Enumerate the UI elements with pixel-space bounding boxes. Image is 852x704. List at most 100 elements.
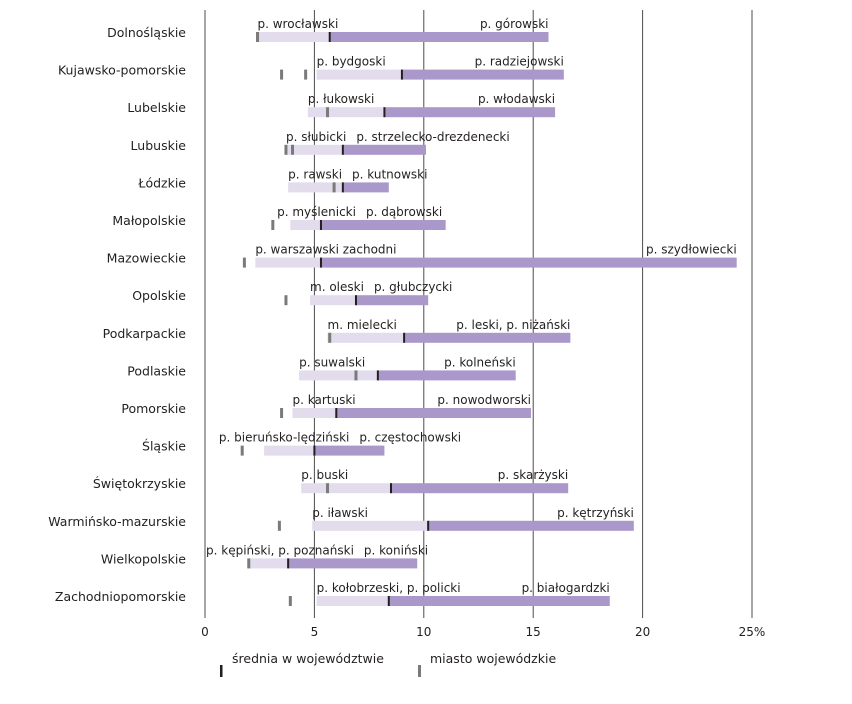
high-segment-bar [320, 220, 446, 230]
average-marker [354, 295, 357, 306]
high-segment-bar [288, 558, 418, 569]
max-district-label: p. nowodworski [437, 393, 531, 407]
average-marker [287, 558, 290, 569]
low-segment-bar [264, 445, 315, 456]
low-segment-bar [301, 483, 391, 494]
x-tick-label: 5 [311, 625, 319, 639]
high-segment-bar [355, 295, 429, 306]
region-label: Małopolskie [112, 213, 186, 228]
low-segment-bar [285, 144, 343, 155]
average-marker [400, 69, 403, 80]
low-segment-bar [316, 596, 389, 606]
max-district-label: p. skarżyski [498, 468, 568, 482]
max-district-label: p. głubczycki [374, 280, 452, 294]
row-2: Lubelskie p. łukowski p. włodawski [127, 92, 556, 118]
city-marker [284, 295, 288, 306]
high-segment-bar [336, 408, 532, 418]
max-district-label: p. strzelecko-drezdenecki [356, 130, 509, 144]
row-3: Lubuskie p. słubicki p. strzelecko-drezden… [131, 130, 510, 155]
low-segment-bar [316, 69, 402, 80]
max-district-label: p. leski, p. niżański [456, 318, 570, 332]
low-segment-bar [257, 32, 330, 42]
row-1: Kujawsko-pomorskie p. bydgoski p. radziejo… [58, 55, 564, 80]
high-segment-bar [384, 107, 556, 118]
row-10: Pomorskie p. kartuski p. nowodworski [121, 393, 532, 418]
legend-average-label: średnia w województwie [232, 651, 384, 666]
legend: średnia w województwie miasto wojewódzki… [220, 651, 556, 677]
row-8: Podkarpackie m. mielecki p. leski, p. niża… [103, 318, 571, 343]
min-district-label: p. słubicki [286, 130, 346, 144]
x-tick-label: 0 [201, 625, 209, 639]
max-district-label: p. białogardzki [522, 581, 610, 595]
min-district-label: p. kołobrzeski, p. policki [317, 581, 461, 595]
low-segment-bar [290, 220, 321, 230]
low-segment-bar [312, 520, 429, 531]
min-district-label: m. mielecki [328, 318, 397, 332]
row-0: Dolnośląskie p. wrocławski p. górowski [107, 17, 549, 42]
city-marker [328, 332, 332, 343]
min-district-label: p. warszawski zachodni [255, 243, 396, 257]
city-marker [326, 483, 330, 494]
high-segment-bar [428, 520, 634, 531]
average-marker [427, 520, 430, 531]
city-marker [256, 32, 260, 42]
low-segment-bar [255, 257, 321, 268]
max-district-label: p. górowski [480, 17, 549, 31]
max-district-label: p. szydłowiecki [646, 243, 737, 257]
city-marker [354, 370, 358, 381]
region-label: Lubuskie [131, 138, 187, 153]
region-label: Opolskie [132, 288, 186, 303]
max-district-label: p. częstochowski [359, 431, 461, 445]
region-label: Świętokrzyskie [93, 476, 186, 491]
x-tick-label: 15 [526, 625, 541, 639]
min-district-label: p. buski [301, 468, 348, 482]
min-district-label: p. suwalski [299, 355, 365, 369]
average-marker [383, 107, 386, 118]
region-label: Lubelskie [127, 100, 186, 115]
min-district-label: p. bydgoski [317, 55, 386, 69]
average-marker [319, 257, 322, 268]
min-district-label: p. myślenicki [277, 205, 356, 219]
region-label: Podkarpackie [103, 326, 187, 341]
max-district-label: p. radziejowski [475, 55, 564, 69]
high-segment-bar [342, 144, 426, 155]
region-label: Wielkopolskie [101, 551, 186, 566]
city-marker [284, 144, 288, 155]
region-label: Warmińsko-mazurskie [48, 514, 186, 529]
average-marker [341, 144, 344, 155]
high-segment-bar [329, 32, 549, 42]
min-district-label: p. kępiński, p. poznański [206, 543, 354, 557]
city-marker [326, 107, 330, 118]
x-tick-label: 25% [739, 625, 766, 639]
max-district-label: p. dąbrowski [366, 205, 442, 219]
city-marker [277, 520, 281, 531]
high-segment-bar [390, 483, 569, 494]
max-district-label: p. kętrzyński [557, 506, 634, 520]
min-district-label: p. kartuski [293, 393, 356, 407]
row-7: Opolskie m. oleski p. głubczycki [132, 280, 452, 306]
low-segment-bar [307, 107, 385, 118]
average-marker [319, 220, 322, 230]
region-label: Łódzkie [137, 175, 186, 190]
region-label: Śląskie [142, 439, 186, 454]
city-marker [332, 182, 336, 193]
city-marker [280, 408, 284, 418]
max-district-label: p. kutnowski [352, 167, 427, 181]
row-5: Małopolskie p. myślenicki p. dąbrowski [112, 205, 446, 230]
average-marker [335, 408, 338, 418]
high-segment-bar [377, 370, 516, 381]
low-segment-bar [327, 332, 405, 343]
average-marker [389, 483, 392, 494]
city-marker [271, 220, 275, 230]
city-marker [240, 445, 244, 456]
city-marker [291, 144, 295, 155]
min-district-label: p. bieruńsko-lędziński [219, 431, 350, 445]
row-4: Łódzkie p. rawski p. kutnowski [137, 167, 427, 193]
high-segment-bar [320, 257, 737, 268]
min-district-label: p. iławski [312, 506, 368, 520]
max-district-label: p. koniński [364, 543, 428, 557]
row-6: Mazowieckie p. warszawski zachodni p. szyd… [107, 243, 737, 268]
region-label: Mazowieckie [107, 251, 187, 266]
high-segment-bar [404, 332, 571, 343]
